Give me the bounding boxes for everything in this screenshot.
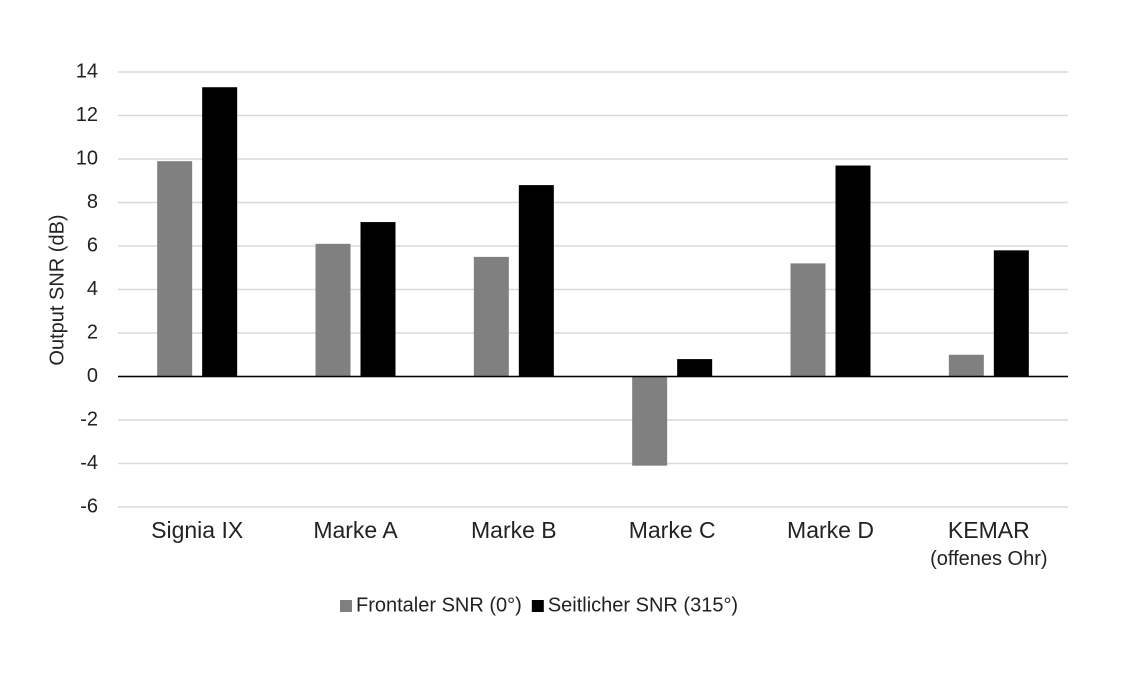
bar	[948, 354, 984, 377]
bar	[835, 165, 871, 377]
y-tick-label: 10	[76, 147, 98, 169]
x-tick-label: Signia IX	[151, 517, 243, 543]
bar	[632, 376, 668, 466]
bar	[202, 87, 238, 377]
x-tick-label: Marke B	[471, 517, 557, 543]
bar	[315, 243, 351, 377]
y-tick-label: -4	[80, 452, 98, 474]
x-tick-label: KEMAR (offenes Ohr)	[930, 517, 1047, 570]
x-tick-label: Marke C	[629, 517, 716, 543]
bar	[790, 263, 826, 377]
y-tick-label: 12	[76, 104, 98, 126]
y-tick-label: 2	[87, 321, 98, 343]
y-tick-label: -2	[80, 408, 98, 430]
legend-swatch	[340, 600, 352, 612]
x-tick-label: Marke A	[313, 517, 398, 543]
legend-label: Seitlicher SNR (315°)	[548, 594, 738, 616]
x-tick-label: Marke D	[787, 517, 874, 543]
y-tick-label: -6	[80, 495, 98, 517]
bar	[473, 256, 509, 377]
bar	[677, 359, 713, 377]
bar	[518, 185, 554, 377]
y-tick-label: 4	[87, 278, 98, 300]
bar	[360, 222, 396, 377]
y-tick-label: 14	[76, 60, 98, 82]
y-axis-label: Output SNR (dB)	[46, 214, 68, 365]
y-tick-label: 6	[87, 234, 98, 256]
bar	[993, 250, 1029, 377]
legend-swatch	[531, 600, 544, 612]
y-tick-label: 0	[87, 365, 98, 387]
bar	[157, 161, 193, 377]
y-tick-label: 8	[87, 191, 98, 213]
legend-label: Frontaler SNR (0°)	[356, 594, 522, 616]
